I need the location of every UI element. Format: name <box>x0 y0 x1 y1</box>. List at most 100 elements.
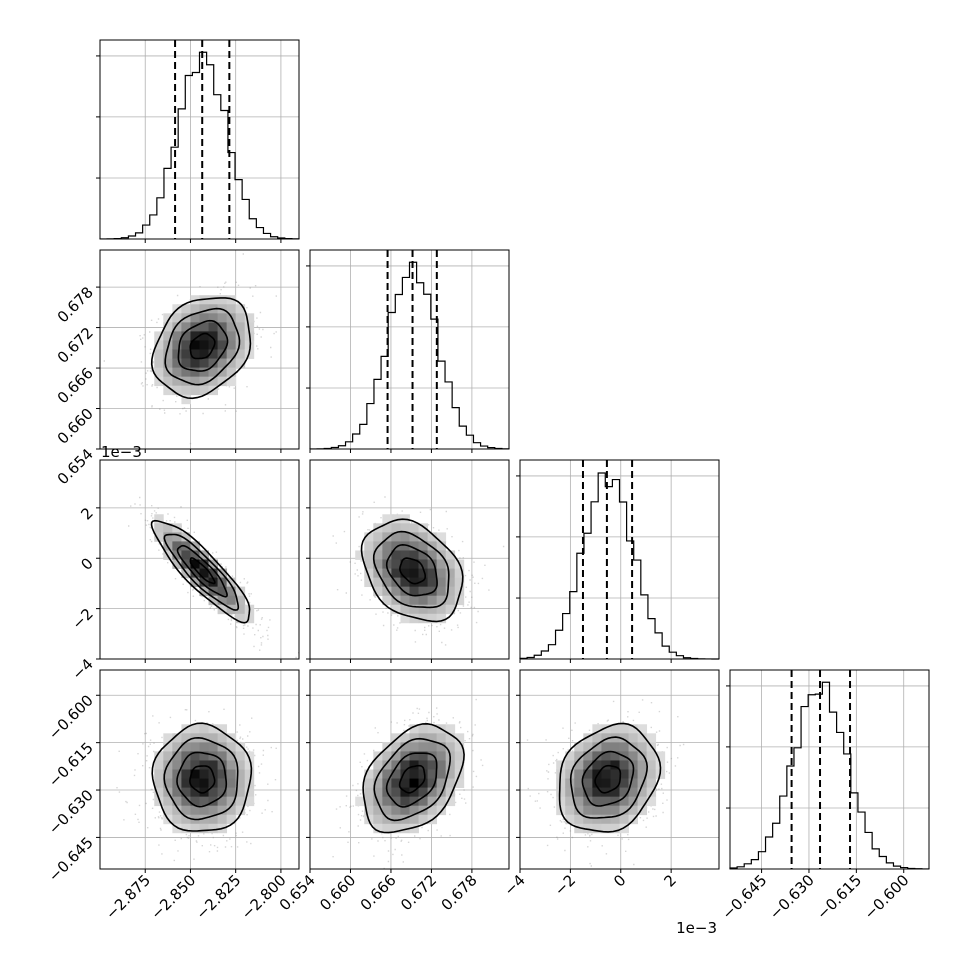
panel-1-0-density-cell <box>172 376 182 387</box>
panel-2-1-density-cell <box>382 568 392 578</box>
panel-3-0-density-cell <box>217 805 228 816</box>
panel-2-0-density-cell <box>199 559 209 569</box>
panel-3-2-density-cell <box>583 814 593 825</box>
panel-2-1-density-cell <box>427 577 438 588</box>
panel-2-1-density-cell <box>382 595 392 606</box>
panel-3-2-density-cell <box>628 805 638 816</box>
panel-3-2-density-cell <box>556 778 566 788</box>
panel-3-0-density-cell <box>217 751 228 761</box>
panel-2-1-contour-0 <box>399 557 426 585</box>
panel-3-2-density-cell <box>565 814 575 825</box>
panel-1-0-density-cell <box>208 358 218 368</box>
panel-1-0-density-cell <box>154 367 164 378</box>
panel-3-1-density-cell <box>454 733 465 743</box>
panel-2-1-density-cell <box>382 532 392 542</box>
panel-3-2-density-cell <box>628 796 638 807</box>
panel-1-0-density-cell <box>163 322 173 332</box>
panel-1-0-density-cell <box>190 367 200 378</box>
panel-3-2-density-cell <box>637 796 648 807</box>
panel-3-1-density-cell <box>400 742 410 752</box>
panel-3-0-density-cell <box>244 751 255 761</box>
panel-3-1-density-cell <box>364 796 374 807</box>
panel-2-0-density-cell <box>199 577 209 588</box>
panel-3-0-density-cell <box>244 787 255 798</box>
panel-1-0-density-cell <box>226 367 237 378</box>
panel-3-1-density-cell <box>400 778 410 788</box>
panel-3-0-density-cell <box>163 796 173 807</box>
panel-3-2-density-cell <box>610 787 620 798</box>
panel-3-2-density-cell <box>601 805 611 816</box>
x-tick-label-2-1: −2 <box>551 871 579 899</box>
panel-3-1-density-cell <box>355 796 365 807</box>
x-tick-label-2-0: −4 <box>500 871 528 899</box>
panel-2-1-density-cell <box>418 523 428 533</box>
panel-1-0-density-cell <box>163 313 173 323</box>
panel-2-1-density-cell <box>409 550 419 560</box>
panel-3-2-frame <box>519 669 720 870</box>
panel-3-0-density-cell <box>172 787 182 798</box>
panel-2-1-density-cell <box>400 577 410 588</box>
panel-3-1-density-cell <box>436 742 447 752</box>
panel-1-0-density-cell <box>172 367 182 378</box>
panel-1-0-density-cell <box>235 322 246 332</box>
panel-3-1-density-cell <box>445 733 456 743</box>
panel-1-0-density-cell <box>226 304 237 314</box>
panel-3-0-density-cell <box>217 760 228 770</box>
panel-2-0-density-cell <box>235 586 246 597</box>
panel-3-1-density-cell <box>454 778 465 788</box>
panel-3-1-density-cell <box>427 751 438 761</box>
panel-2-0-contour-2 <box>163 533 240 611</box>
y-tick-label-1-4: 0.678 <box>54 283 97 326</box>
panel-3-2-density-cell <box>646 769 657 779</box>
panel-3-0-density-cell <box>217 769 228 779</box>
panel-3-1-density-cell <box>418 724 428 734</box>
panel-3-1-density-cell <box>373 787 383 798</box>
panel-1-0-density-cell <box>181 394 191 405</box>
panel-3-1-density-cell <box>418 733 428 743</box>
x-tick-label-3-0: −0.645 <box>718 871 770 923</box>
panel-3-2-density-cell <box>619 733 629 743</box>
panel-3-2-density-cell <box>655 751 666 761</box>
panel-1-0-density-cell <box>226 340 237 350</box>
panel-3-0-density-cell <box>226 769 237 779</box>
panel-2-1-density-cell <box>382 550 392 560</box>
panel-3-1-density-cell <box>418 814 428 825</box>
panel-2-1-density-cell <box>391 550 401 560</box>
panel-2-1-density-cell <box>418 613 428 624</box>
panel-2-1-density-cell <box>418 568 428 578</box>
panel-3-2-density-cell <box>610 823 620 834</box>
panel-2-1-density-cell <box>382 523 392 533</box>
panel-3-0-density-cell <box>199 751 209 761</box>
panel-2-0-density-cell <box>172 532 182 542</box>
panel-2-1-density-cell <box>409 541 419 551</box>
panel-2-0-density-cell <box>181 550 191 560</box>
panel-2-1-density-cell <box>436 586 447 597</box>
panel-1-0-density-cell <box>172 340 182 350</box>
panel-3-0-density-cell <box>190 805 200 816</box>
panel-2-1-density-cell <box>400 604 410 615</box>
panel-1-0-density-cell <box>190 385 200 396</box>
panel-3-2-density-cell <box>583 751 593 761</box>
panel-1-0-density-cell <box>208 322 218 332</box>
panel-3-1-density-cell <box>427 805 438 816</box>
panel-2-1-density-cell <box>454 568 465 578</box>
x-tick-label-0-2: −2.825 <box>193 871 245 923</box>
panel-3-2-density-cell <box>583 760 593 770</box>
panel-3-0-density-cell <box>190 778 200 788</box>
panel-3-0-density-cell <box>190 742 200 752</box>
panel-2-1-density-cell <box>409 595 419 606</box>
panel-2-1-density-cell <box>445 586 456 597</box>
panel-3-1-density-cell <box>418 742 428 752</box>
panel-3-1-density-cell <box>409 805 419 816</box>
panel-3-1-density-cell <box>427 796 438 807</box>
panel-1-0-density-cell <box>226 349 237 359</box>
panel-3-0-density-cell <box>163 733 173 743</box>
panel-3-0-density-cell <box>217 814 228 825</box>
panel-3-1-density-cell <box>427 733 438 743</box>
panel-3-0-density-cell <box>199 796 209 807</box>
panel-3-0-density-cell <box>181 751 191 761</box>
panel-2-0-density-cell <box>217 595 228 606</box>
panel-3-2-density-cell <box>592 805 602 816</box>
panel-3-0-density-cell <box>217 733 228 743</box>
panel-2-1-density-cell <box>373 532 383 542</box>
